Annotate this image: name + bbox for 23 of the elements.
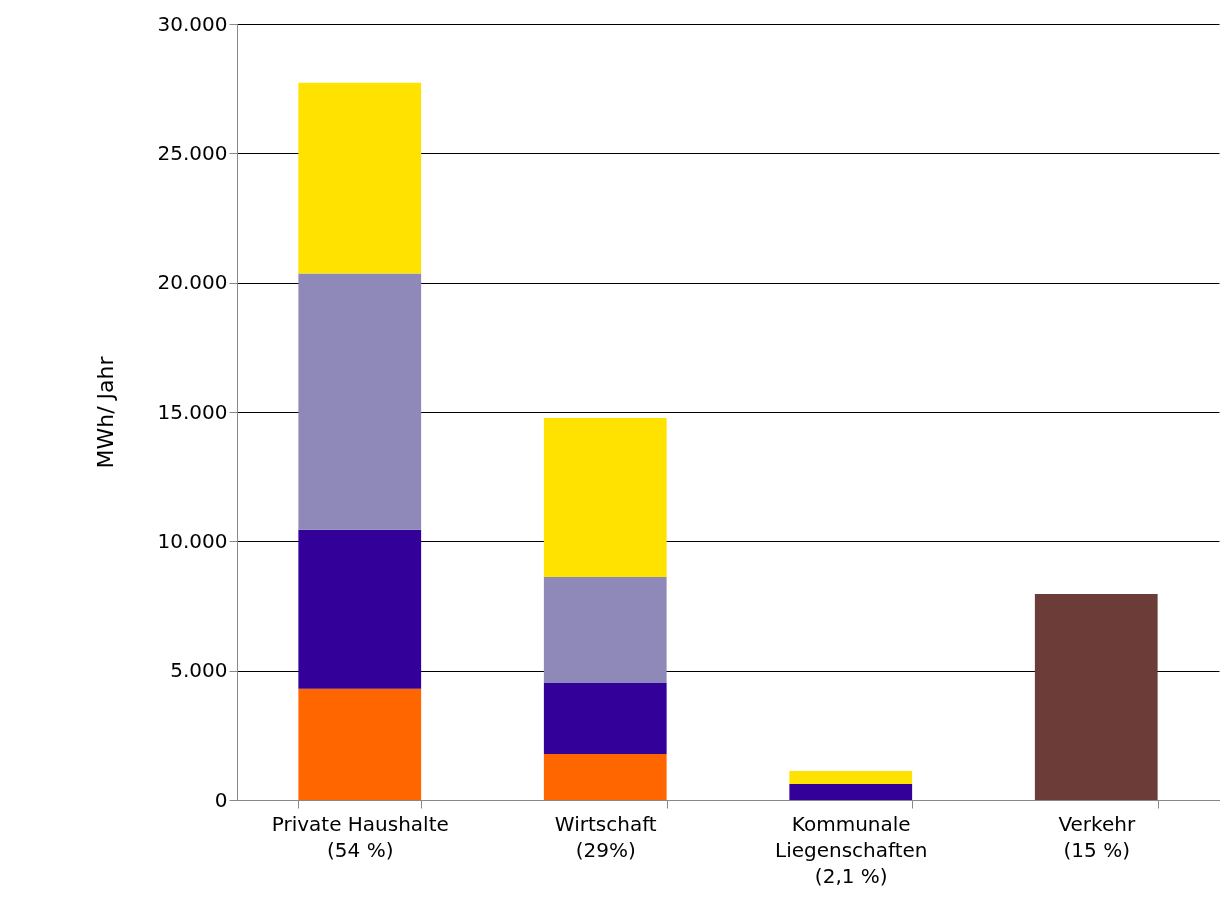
y-tick-label: 10.000 bbox=[157, 528, 228, 553]
y-tick-label: 5.000 bbox=[170, 658, 228, 683]
x-tick-label: Kommunale Liegenschaften (2,1 %) bbox=[774, 811, 928, 888]
y-tick-label: 30.000 bbox=[157, 11, 228, 36]
x-tick-label: Verkehr (15 %) bbox=[1058, 811, 1136, 862]
bar bbox=[298, 529, 422, 689]
x-tick-label: Wirtschaft (29%) bbox=[554, 811, 657, 862]
y-tick-label: 0 bbox=[214, 787, 228, 812]
bar bbox=[543, 753, 667, 800]
bar bbox=[298, 273, 422, 530]
bar bbox=[789, 783, 913, 800]
bar bbox=[543, 683, 667, 754]
x-tick-label: Private Haushalte (54 %) bbox=[271, 811, 449, 862]
y-axis-title: MWh/ Jahr bbox=[92, 355, 118, 469]
bar bbox=[298, 688, 422, 800]
bar bbox=[543, 417, 667, 578]
bar bbox=[1034, 594, 1158, 800]
bar bbox=[543, 577, 667, 684]
y-tick-label: 15.000 bbox=[157, 399, 228, 424]
y-tick-label: 25.000 bbox=[157, 140, 228, 165]
bar bbox=[298, 82, 422, 274]
bar bbox=[789, 771, 913, 784]
y-tick-label: 20.000 bbox=[157, 270, 228, 295]
